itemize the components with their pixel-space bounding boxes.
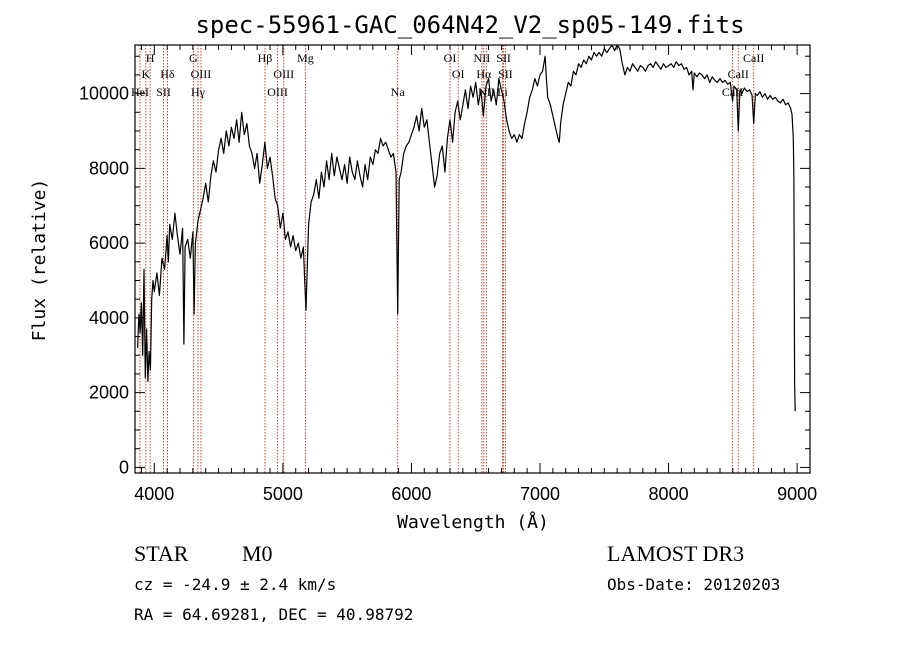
x-tick-label: 5000	[263, 484, 303, 504]
spectrum-series-line	[137, 44, 796, 412]
x-tick-label: 7000	[520, 484, 560, 504]
coordinates: RA = 64.69281, DEC = 40.98792	[134, 605, 413, 624]
spectral-line-label: Li	[497, 85, 508, 99]
y-tick-label: 6000	[89, 233, 129, 253]
spectral-line-label: OI	[444, 51, 457, 65]
y-tick-label: 8000	[89, 158, 129, 178]
y-tick-label: 4000	[89, 308, 129, 328]
object-subclass: M0	[242, 541, 273, 566]
x-tick-label: 6000	[391, 484, 431, 504]
spectral-line-label: HeI	[131, 85, 149, 99]
spectral-line-label: Hβ	[258, 51, 273, 65]
survey-name: LAMOST DR3	[607, 541, 744, 566]
chart-title: spec-55961-GAC_064N42_V2_sp05-149.fits	[195, 11, 744, 39]
x-tick-label: 8000	[649, 484, 689, 504]
spectral-line-label: K	[141, 67, 150, 81]
spectral-line-label: SII	[156, 85, 171, 99]
spectral-line-label: Hγ	[191, 85, 206, 99]
spectral-line-labels: HeIKHSIIHδGHγOIIIHβOIIIOIIIMgNaOIOINIIHα…	[131, 51, 764, 99]
spectral-line-label: Hδ	[160, 67, 175, 81]
spectral-line-label: OIII	[267, 85, 288, 99]
plot-frame	[134, 44, 811, 474]
y-tick-label: 2000	[89, 383, 129, 403]
spectral-line-label: OI	[452, 67, 465, 81]
spectral-line-label: Na	[391, 85, 406, 99]
spectral-line-label: SII	[498, 67, 513, 81]
spectral-line-label: Mg	[297, 51, 314, 65]
spectral-line-label: G	[189, 51, 198, 65]
spectral-line-label: NII	[474, 51, 491, 65]
x-tick-label: 9000	[777, 484, 817, 504]
redshift-velocity: cz = -24.9 ± 2.4 km/s	[134, 575, 336, 594]
x-tick-label: 4000	[134, 484, 174, 504]
y-axis-label: Flux (relative)	[29, 179, 50, 342]
x-axis-label: Wavelength (Å)	[397, 511, 549, 533]
spectral-line-markers	[139, 45, 755, 473]
object-class: STAR	[134, 541, 189, 566]
y-tick-label: 0	[119, 457, 129, 477]
y-axis-ticks: 0 2000 4000 6000 8000 10000	[79, 55, 810, 477]
spectral-line-label: H	[146, 51, 155, 65]
x-axis-ticks: 4000 5000 6000 7000 8000 9000	[134, 45, 817, 504]
spectral-line-label: Hα	[476, 67, 492, 81]
spectral-line-label: OIII	[273, 67, 294, 81]
spectral-line-label: SII	[496, 51, 511, 65]
observation-date: Obs-Date: 20120203	[607, 575, 780, 594]
spectral-line-label: OIII	[191, 67, 212, 81]
spectral-line-label: CaII	[728, 67, 749, 81]
spectral-line-label: CaII	[743, 51, 764, 65]
spectral-line-label: CaII	[722, 85, 743, 99]
y-tick-label: 10000	[79, 84, 129, 104]
